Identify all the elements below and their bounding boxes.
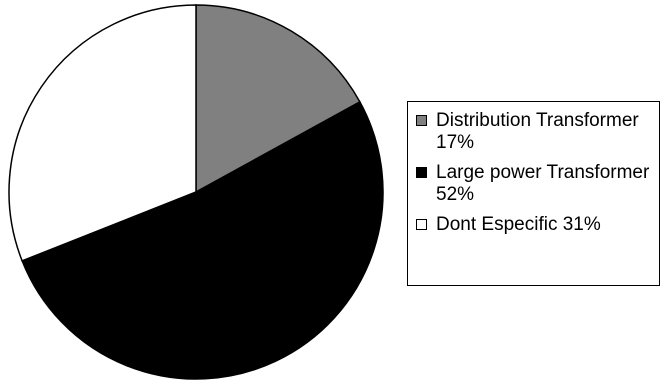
legend-label-distribution-transformer: Distribution Transformer 17%: [436, 110, 639, 153]
legend-swatch-large-power-transformer: [416, 167, 427, 178]
pie-slices: [8, 4, 384, 380]
legend-item-large-power-transformer: Large power Transformer 52%: [416, 162, 662, 206]
pie-slice-large-power-transformer: [21, 100, 384, 380]
chart-legend: Distribution Transformer 17% Large power…: [407, 101, 660, 286]
legend-label-large-power-transformer: Large power Transformer 52%: [436, 162, 650, 205]
legend-label-dont-especific: Dont Especific 31%: [436, 214, 601, 235]
legend-swatch-dont-especific: [416, 219, 427, 230]
pie-slice-dont-especific: [8, 4, 197, 262]
legend-item-dont-especific: Dont Especific 31%: [416, 214, 662, 236]
legend-item-distribution-transformer: Distribution Transformer 17%: [416, 110, 662, 154]
pie-slice-distribution-transformer: [195, 4, 361, 194]
legend-swatch-distribution-transformer: [416, 115, 427, 126]
